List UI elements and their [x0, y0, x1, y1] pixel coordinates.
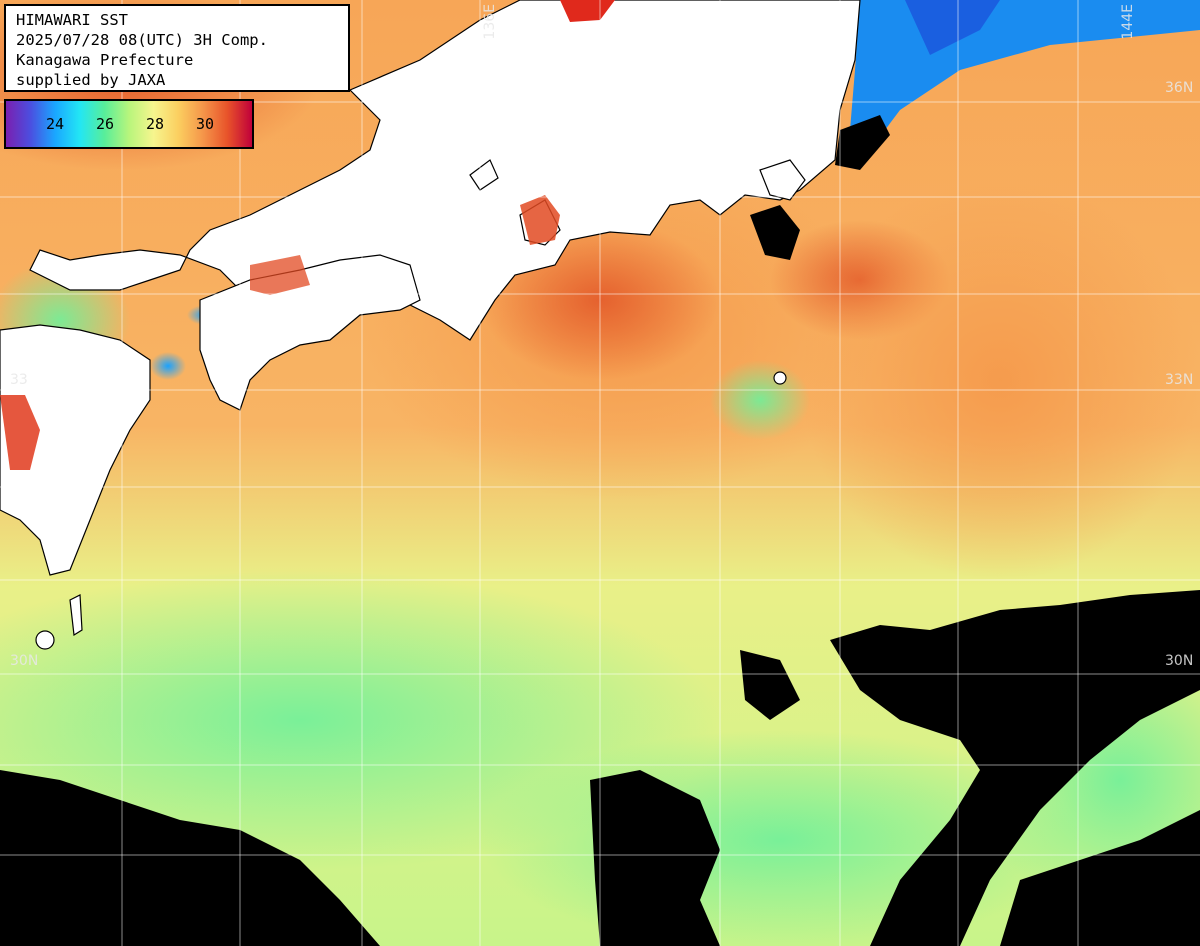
latitude-label: 30N	[10, 653, 39, 669]
title-line-3: Kanagawa Prefecture	[16, 51, 194, 69]
cloud-mask	[830, 590, 1200, 946]
cloud-mask	[835, 115, 890, 170]
izu-peninsula	[759, 159, 806, 201]
latitude-label: 33N	[1165, 372, 1194, 388]
cool-region	[710, 360, 810, 440]
kyushu	[0, 324, 151, 576]
cold-patch	[150, 352, 186, 380]
island	[69, 594, 83, 637]
cold-current	[905, 0, 1000, 55]
title-box: HIMAWARI SST 2025/07/28 08(UTC) 3H Comp.…	[4, 4, 350, 92]
title-line-2: 2025/07/28 08(UTC) 3H Comp.	[16, 31, 268, 49]
title-line-1: HIMAWARI SST	[16, 11, 128, 29]
cloud-mask	[0, 770, 380, 946]
warm-coast	[0, 395, 40, 470]
color-legend: 24 26 28 30	[4, 99, 254, 149]
island	[35, 630, 55, 650]
warm-coast	[560, 0, 615, 22]
island	[469, 159, 499, 191]
latitude-label: 30N	[1165, 653, 1194, 669]
legend-tick: 28	[146, 115, 165, 133]
cloud-mask	[1000, 810, 1200, 946]
longitude-label: 144E	[1120, 4, 1136, 40]
warm-coast	[250, 255, 310, 295]
cloud-mask	[740, 650, 800, 720]
latitude-label: 36N	[1165, 80, 1194, 96]
title-line-4: supplied by JAXA	[16, 71, 166, 89]
cloud-mask	[590, 770, 720, 946]
latitude-label: 33	[10, 372, 28, 388]
legend-tick: 30	[196, 115, 215, 133]
cloud-mask	[750, 205, 800, 260]
island	[773, 371, 787, 385]
legend-tick: 26	[96, 115, 115, 133]
warm-coast	[520, 195, 560, 245]
legend-tick: 24	[46, 115, 65, 133]
longitude-label: 136E	[482, 4, 498, 40]
warm-region	[800, 180, 1200, 580]
